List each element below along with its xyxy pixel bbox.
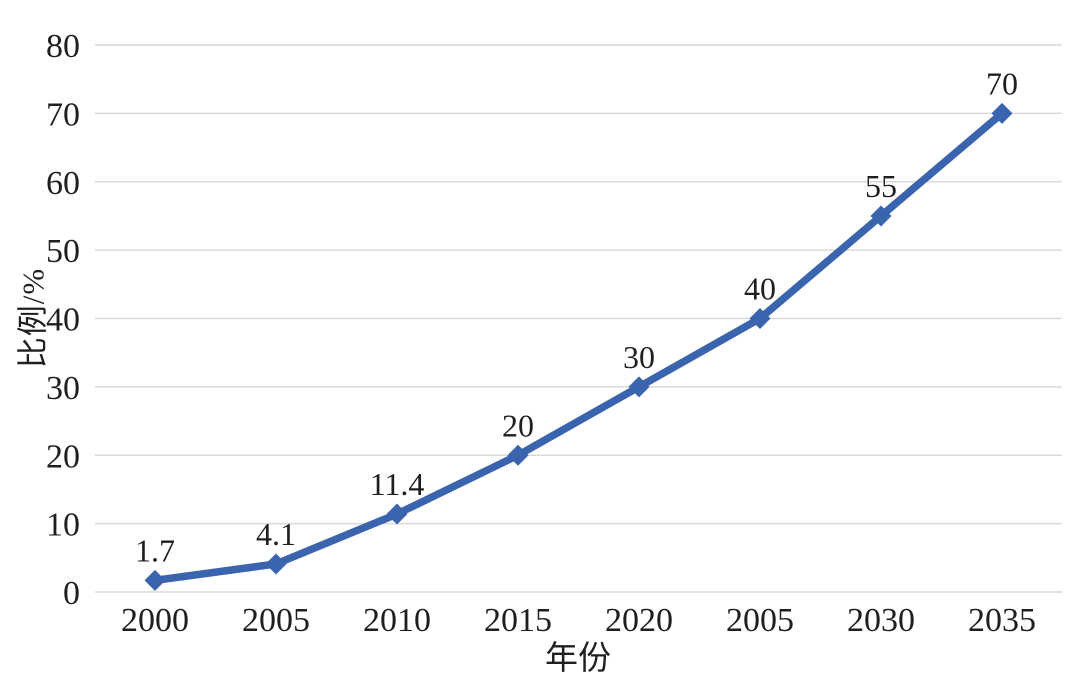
- data-label: 30: [623, 339, 655, 375]
- y-tick-label: 80: [46, 28, 80, 65]
- data-label: 55: [865, 168, 897, 204]
- y-tick-label: 50: [46, 233, 80, 270]
- data-point-marker: [628, 376, 650, 398]
- x-tick-label: 2015: [484, 602, 552, 639]
- data-label: 40: [744, 271, 776, 307]
- x-tick-label: 2000: [121, 602, 189, 639]
- y-tick-label: 10: [46, 507, 80, 544]
- data-point-marker: [265, 553, 287, 575]
- y-tick-label: 0: [63, 575, 80, 612]
- data-label: 4.1: [256, 516, 296, 552]
- data-point-marker: [991, 102, 1013, 124]
- data-label: 1.7: [135, 532, 175, 568]
- x-axis-title: 年份: [545, 641, 611, 677]
- y-axis-title: 比例/%: [15, 267, 51, 369]
- data-label: 20: [502, 407, 534, 443]
- x-tick-label: 2005: [242, 602, 310, 639]
- y-tick-label: 20: [46, 438, 80, 475]
- data-label: 11.4: [370, 466, 425, 502]
- data-point-marker: [870, 205, 892, 227]
- y-tick-label: 40: [46, 302, 80, 339]
- data-point-marker: [749, 308, 771, 329]
- data-point-marker: [386, 503, 408, 525]
- data-point-marker: [507, 444, 529, 466]
- x-tick-label: 2020: [605, 602, 673, 639]
- x-tick-label: 2035: [968, 602, 1036, 639]
- series-line: [151, 109, 1006, 585]
- data-point-marker: [144, 569, 166, 591]
- y-tick-label: 60: [46, 165, 80, 202]
- data-label: 70: [986, 65, 1018, 101]
- x-tick-label: 2005: [726, 602, 794, 639]
- x-tick-label: 2030: [847, 602, 915, 639]
- y-tick-label: 30: [46, 370, 80, 407]
- x-tick-label: 2010: [363, 602, 431, 639]
- y-tick-label: 70: [46, 96, 80, 133]
